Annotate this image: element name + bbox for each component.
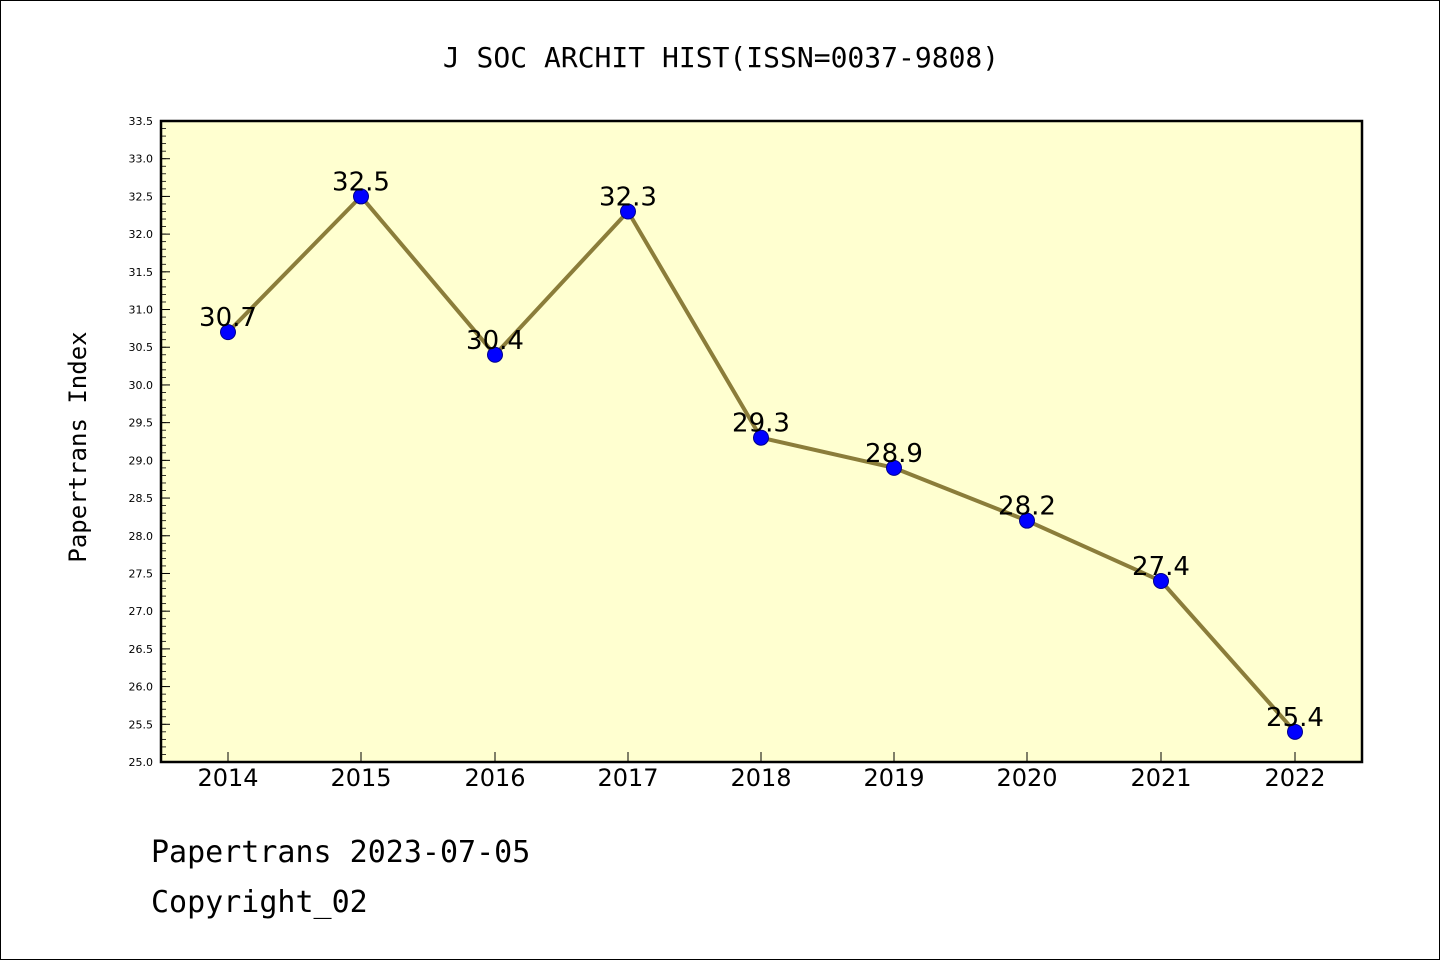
x-axis: 2014 2015 2016 2017 2018 2019 2020 2021 2022 (197, 752, 1326, 792)
y-tick-label: 26.5 (129, 643, 154, 656)
x-tick-label: 2022 (1264, 764, 1325, 792)
data-point-marker (1287, 723, 1303, 740)
data-label: 28.2 (998, 492, 1056, 522)
footer-copyright: Copyright_02 (151, 885, 368, 920)
y-tick-label: 29.5 (129, 417, 154, 430)
series-markers (220, 188, 1303, 740)
data-point-marker (620, 203, 636, 220)
y-tick-label: 32.5 (129, 190, 154, 203)
data-label: 30.7 (199, 303, 257, 333)
x-tick-label: 2015 (330, 764, 391, 792)
y-tick-label: 27.0 (129, 605, 154, 618)
x-tick-label: 2017 (597, 764, 658, 792)
x-tick-label: 2019 (863, 764, 924, 792)
y-tick-label: 33.5 (129, 115, 154, 128)
data-point-marker (1153, 573, 1169, 590)
data-label: 30.4 (466, 326, 524, 356)
y-tick-label: 25.5 (129, 718, 154, 731)
data-label: 28.9 (865, 439, 923, 469)
y-tick-label: 30.0 (129, 379, 154, 392)
y-tick-label: 29.0 (129, 454, 154, 467)
y-tick-label: 33.0 (129, 153, 154, 166)
data-point-marker (487, 346, 503, 363)
data-label: 29.3 (732, 409, 790, 439)
y-tick-label: 28.0 (129, 530, 154, 543)
y-axis: 25.0 25.5 26.0 26.5 27.0 27.5 28.0 28.5 29.0 29.5… (129, 115, 170, 769)
data-label: 27.4 (1132, 552, 1190, 582)
y-tick-label: 25.0 (129, 756, 154, 769)
data-point-marker (1019, 512, 1035, 529)
y-tick-label: 27.5 (129, 567, 154, 580)
x-tick-label: 2014 (197, 764, 258, 792)
x-tick-label: 2018 (730, 764, 791, 792)
data-point-marker (886, 459, 902, 476)
x-tick-label: 2020 (996, 764, 1057, 792)
y-tick-label: 31.5 (129, 266, 154, 279)
y-tick-label: 28.5 (129, 492, 154, 505)
y-tick-label: 31.0 (129, 304, 154, 317)
data-label: 32.3 (599, 182, 657, 212)
y-tick-label: 30.5 (129, 341, 154, 354)
data-labels: 30.7 32.5 30.4 32.3 29.3 28.9 28.2 27.4 25.4 (199, 167, 1324, 732)
data-point-marker (220, 324, 236, 341)
data-label: 25.4 (1266, 703, 1324, 733)
data-label: 32.5 (332, 167, 390, 197)
x-tick-label: 2021 (1130, 764, 1191, 792)
y-tick-label: 26.0 (129, 681, 154, 694)
y-tick-label: 32.0 (129, 228, 154, 241)
chart-title: J SOC ARCHIT HIST(ISSN=0037-9808) (443, 41, 999, 74)
footer-date: Papertrans 2023-07-05 (151, 835, 531, 870)
x-tick-label: 2016 (464, 764, 525, 792)
y-axis-label: Papertrans Index (64, 331, 92, 562)
data-point-marker (353, 188, 369, 205)
data-point-marker (753, 429, 769, 446)
